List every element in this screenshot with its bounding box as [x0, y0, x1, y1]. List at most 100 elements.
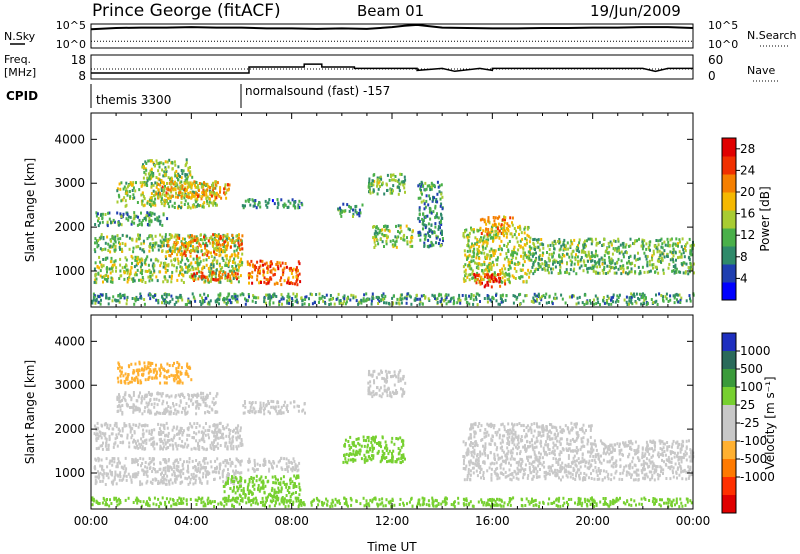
heatmap-cell: [194, 261, 197, 265]
heatmap-cell: [187, 181, 190, 185]
heatmap-cell: [377, 302, 380, 305]
heatmap-cell: [131, 189, 134, 192]
heatmap-cell: [220, 276, 223, 280]
heatmap-cell: [150, 176, 152, 180]
heatmap-cell: [420, 189, 422, 192]
heatmap-cell: [421, 217, 424, 221]
heatmap-cell: [138, 188, 141, 192]
heatmap-cell: [163, 293, 166, 297]
heatmap-cell: [490, 247, 493, 251]
heatmap-cell: [215, 444, 218, 448]
heatmap-cell: [507, 268, 510, 271]
heatmap-cell: [263, 296, 266, 300]
heatmap-cell: [487, 277, 490, 281]
heatmap-cell: [126, 213, 129, 217]
heatmap-cell: [375, 295, 378, 299]
heatmap-cell: [630, 270, 633, 274]
heatmap-cell: [149, 369, 152, 373]
heatmap-cell: [151, 470, 154, 473]
heatmap-cell: [481, 281, 483, 285]
heatmap-cell: [141, 202, 144, 206]
heatmap-cell: [501, 267, 504, 271]
heatmap-cell: [183, 196, 186, 200]
heatmap-cell: [541, 242, 543, 246]
heatmap-cell: [438, 238, 441, 242]
heatmap-cell: [187, 299, 190, 303]
heatmap-cell: [195, 257, 198, 261]
heatmap-cell: [216, 300, 219, 304]
heatmap-cell: [395, 224, 397, 228]
heatmap-cell: [239, 482, 241, 485]
heatmap-cell: [165, 482, 168, 486]
heatmap-cell: [144, 160, 147, 164]
heatmap-cell: [222, 233, 225, 237]
heatmap-cell: [188, 195, 191, 199]
heatmap-cell: [528, 256, 531, 260]
heatmap-cell: [105, 267, 108, 271]
heatmap-cell: [155, 185, 158, 189]
heatmap-cell: [508, 280, 511, 284]
heatmap-cell: [202, 242, 205, 246]
heatmap-cell: [365, 292, 368, 296]
heatmap-cell: [179, 370, 182, 374]
heatmap-cell: [342, 202, 345, 206]
heatmap-cell: [655, 293, 657, 297]
heatmap-cell: [400, 180, 403, 184]
heatmap-cell: [289, 268, 292, 272]
heatmap-cell: [562, 243, 565, 247]
heatmap-cell: [266, 264, 269, 268]
heatmap-cell: [576, 296, 579, 300]
heatmap-cell: [624, 245, 627, 249]
heatmap-cell: [587, 266, 590, 270]
heatmap-cell: [132, 405, 135, 409]
heatmap-cell: [295, 275, 298, 279]
heatmap-cell: [203, 235, 205, 239]
heatmap-cell: [187, 205, 190, 209]
heatmap-cell: [382, 292, 385, 296]
heatmap-cell: [407, 227, 410, 231]
heatmap-cell: [492, 236, 494, 240]
heatmap-cell: [633, 292, 635, 296]
heatmap-cell: [202, 447, 205, 451]
heatmap-cell: [587, 259, 589, 263]
heatmap-cell: [492, 216, 495, 219]
heatmap-cell: [373, 240, 376, 244]
heatmap-cell: [169, 443, 171, 447]
heatmap-cell: [147, 275, 150, 279]
heatmap-cell: [394, 243, 397, 247]
heatmap-cell: [139, 181, 142, 185]
heatmap-cell: [209, 460, 212, 464]
heatmap-cell: [371, 296, 374, 300]
heatmap-cell: [137, 215, 139, 219]
heatmap-cell: [140, 397, 143, 400]
heatmap-cell: [239, 426, 242, 430]
heatmap-cell: [618, 293, 621, 297]
heatmap-cell: [290, 266, 292, 270]
y-tick-label: 1000: [54, 264, 85, 278]
heatmap-cell: [511, 261, 513, 265]
heatmap-cell: [133, 273, 136, 277]
heatmap-cell: [237, 444, 240, 448]
heatmap-cell: [184, 190, 187, 194]
heatmap-cell: [665, 292, 668, 296]
heatmap-cell: [224, 444, 227, 448]
heatmap-cell: [522, 263, 525, 267]
heatmap-cell: [210, 441, 213, 445]
heatmap-cell: [252, 296, 255, 300]
heatmap-cell: [190, 185, 193, 189]
heatmap-cell: [157, 482, 159, 485]
heatmap-cell: [575, 302, 578, 306]
heatmap-cell: [151, 244, 154, 247]
heatmap-cell: [654, 300, 656, 304]
heatmap-cell: [557, 240, 560, 243]
heatmap-cell: [559, 265, 562, 269]
heatmap-cell: [175, 295, 178, 299]
heatmap-cell: [610, 298, 613, 302]
heatmap-cell: [486, 232, 489, 236]
heatmap-cell: [283, 266, 286, 270]
heatmap-cell: [671, 269, 674, 273]
heatmap-cell: [508, 277, 510, 281]
heatmap-cell: [531, 254, 534, 258]
colorbar-tick-label: 12: [740, 228, 755, 242]
heatmap-cell: [494, 229, 497, 233]
